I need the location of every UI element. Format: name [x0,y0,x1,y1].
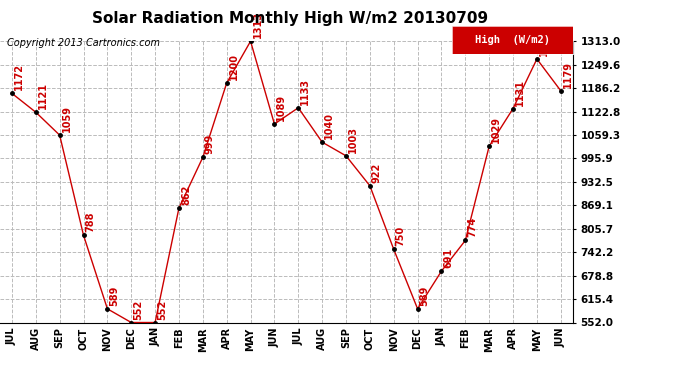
Text: 774: 774 [467,217,477,237]
Text: 1040: 1040 [324,112,334,139]
Text: 1003: 1003 [348,126,358,153]
Text: 552: 552 [157,299,167,320]
Text: 750: 750 [395,226,406,246]
Text: 1059: 1059 [61,105,72,132]
Text: Solar Radiation Monthly High W/m2 20130709: Solar Radiation Monthly High W/m2 201307… [92,11,488,26]
Text: 1133: 1133 [300,78,310,105]
Text: 999: 999 [205,134,215,154]
Text: 589: 589 [420,285,429,306]
Text: 552: 552 [133,299,143,320]
Text: 1313: 1313 [253,11,262,38]
Text: 862: 862 [181,184,191,205]
Text: 1131: 1131 [515,78,525,105]
Text: 1179: 1179 [562,61,573,88]
Text: 1172: 1172 [14,63,24,90]
Text: 1121: 1121 [38,82,48,109]
Text: 1200: 1200 [228,53,239,80]
Text: 589: 589 [109,285,119,306]
Text: 1265: 1265 [539,29,549,56]
Text: Copyright 2013 Cartronics.com: Copyright 2013 Cartronics.com [7,38,160,48]
Text: 1029: 1029 [491,116,501,143]
Text: 1089: 1089 [276,94,286,121]
Text: 691: 691 [444,248,453,268]
Text: 788: 788 [86,212,95,232]
Text: 922: 922 [372,162,382,183]
Text: High  (W/m2): High (W/m2) [475,35,550,45]
